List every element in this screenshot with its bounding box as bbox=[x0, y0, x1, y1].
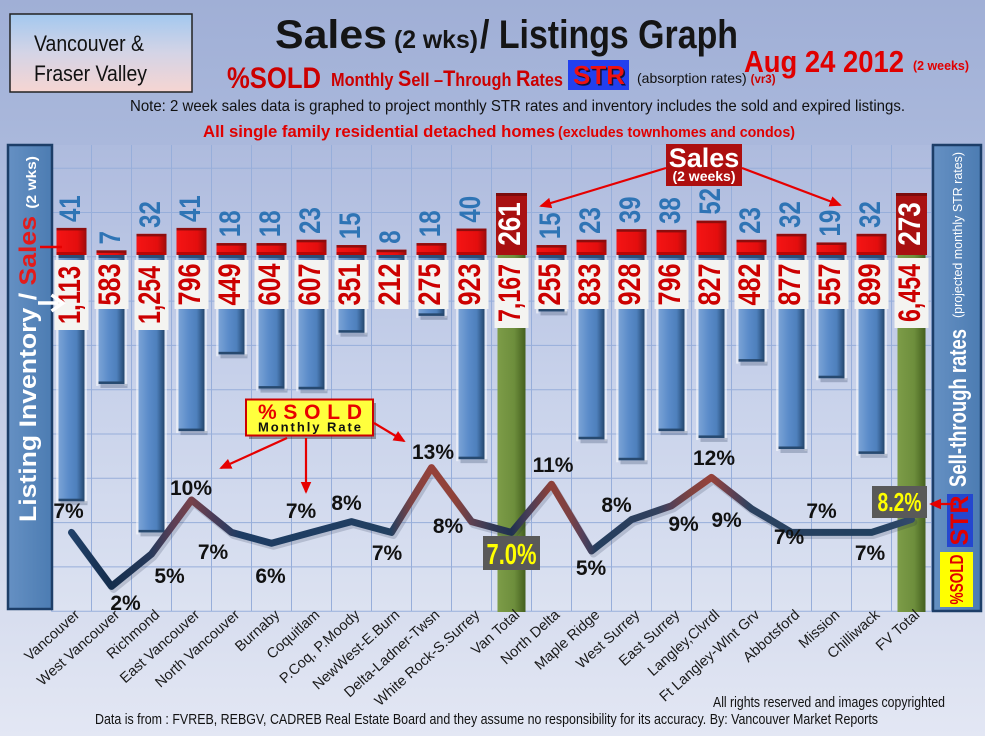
svg-text:255: 255 bbox=[533, 264, 568, 306]
svg-text:Sell-through rates: Sell-through rates bbox=[945, 329, 972, 487]
svg-text:18: 18 bbox=[252, 210, 286, 237]
svg-text:52: 52 bbox=[692, 188, 726, 215]
svg-text:9%: 9% bbox=[711, 509, 742, 532]
svg-text:557: 557 bbox=[813, 264, 848, 306]
svg-text:9%: 9% bbox=[668, 513, 699, 536]
svg-text:8.2%: 8.2% bbox=[878, 487, 922, 517]
svg-text:8: 8 bbox=[372, 230, 406, 243]
svg-text:Aug 24 2012: Aug 24 2012 bbox=[744, 44, 904, 79]
svg-text:604: 604 bbox=[253, 264, 288, 306]
svg-text:275: 275 bbox=[413, 264, 448, 306]
svg-text:1,254: 1,254 bbox=[133, 266, 168, 324]
svg-text:482: 482 bbox=[733, 264, 768, 306]
svg-text:(2 wks): (2 wks) bbox=[394, 26, 478, 54]
svg-text:(projected monthly STR rates): (projected monthly STR rates) bbox=[951, 152, 965, 318]
svg-text:Vancouver &: Vancouver & bbox=[34, 31, 144, 56]
svg-text:7,167: 7,167 bbox=[493, 264, 528, 322]
svg-text:15: 15 bbox=[332, 212, 366, 239]
svg-text:32: 32 bbox=[852, 201, 886, 228]
svg-text:449: 449 bbox=[213, 264, 248, 306]
svg-text:351: 351 bbox=[333, 264, 368, 306]
svg-text:All single family residential: All single family residential detached h… bbox=[203, 123, 555, 141]
svg-text:(2 weeks): (2 weeks) bbox=[672, 168, 735, 184]
svg-text:877: 877 bbox=[773, 264, 808, 306]
svg-text:All rights reserved and image: All rights reserved and images copyright… bbox=[713, 695, 945, 711]
svg-text:32: 32 bbox=[772, 201, 806, 228]
svg-text:38: 38 bbox=[652, 197, 686, 224]
svg-text:273: 273 bbox=[893, 202, 928, 245]
svg-text:19: 19 bbox=[812, 210, 846, 237]
svg-text:8%: 8% bbox=[601, 494, 632, 517]
svg-text:607: 607 bbox=[293, 264, 328, 306]
svg-text:212: 212 bbox=[373, 264, 408, 306]
svg-text:(2 weeks): (2 weeks) bbox=[913, 58, 969, 73]
svg-text:41: 41 bbox=[52, 195, 86, 222]
svg-text:13%: 13% bbox=[412, 441, 454, 464]
svg-text:/ Listings Graph: / Listings Graph bbox=[480, 13, 738, 57]
svg-text:899: 899 bbox=[853, 264, 888, 306]
svg-text:Listing Inventory / Sales (2: Listing Inventory / Sales (2 wks) bbox=[15, 156, 42, 522]
svg-text:6%: 6% bbox=[255, 565, 286, 588]
svg-text:7%: 7% bbox=[806, 500, 837, 523]
svg-text:928: 928 bbox=[613, 264, 648, 306]
svg-text:7%: 7% bbox=[855, 542, 886, 565]
svg-text:5%: 5% bbox=[154, 565, 185, 588]
svg-text:8%: 8% bbox=[331, 492, 362, 515]
svg-text:7: 7 bbox=[92, 231, 126, 244]
svg-text:(absorption rates) (vr3): (absorption rates) (vr3) bbox=[637, 70, 776, 86]
svg-text:Monthly Sell –Through Rates: Monthly Sell –Through Rates bbox=[331, 66, 563, 91]
svg-text:23: 23 bbox=[572, 207, 606, 234]
svg-text:(excludes townhomes and condos: (excludes townhomes and condos) bbox=[558, 125, 795, 141]
svg-text:Data is from : FVREB, REBGV, C: Data is from : FVREB, REBGV, CADREB Real… bbox=[95, 712, 878, 728]
svg-text:Note: 2 week sales data is gra: Note: 2 week sales data is graphed to pr… bbox=[130, 98, 905, 115]
svg-text:18: 18 bbox=[212, 210, 246, 237]
svg-text:261: 261 bbox=[493, 202, 528, 245]
svg-text:796: 796 bbox=[173, 264, 208, 306]
svg-text:%SOLD: %SOLD bbox=[258, 401, 362, 424]
svg-text:15: 15 bbox=[532, 212, 566, 239]
svg-text:23: 23 bbox=[292, 207, 326, 234]
svg-text:%SOLD: %SOLD bbox=[227, 62, 321, 95]
svg-text:40: 40 bbox=[452, 196, 486, 223]
svg-text:5%: 5% bbox=[576, 557, 607, 580]
svg-text:10%: 10% bbox=[170, 477, 212, 500]
svg-text:6,454: 6,454 bbox=[893, 264, 928, 322]
svg-text:7%: 7% bbox=[53, 500, 84, 523]
svg-text:827: 827 bbox=[693, 264, 728, 306]
svg-text:39: 39 bbox=[612, 197, 646, 224]
svg-text:%SOLD: %SOLD bbox=[947, 555, 967, 605]
svg-text:796: 796 bbox=[653, 264, 688, 306]
svg-text:Monthly Rate: Monthly Rate bbox=[258, 420, 361, 435]
svg-text:STR: STR bbox=[573, 60, 625, 90]
svg-text:7%: 7% bbox=[774, 526, 805, 549]
svg-text:833: 833 bbox=[573, 264, 608, 306]
svg-text:7%: 7% bbox=[286, 500, 317, 523]
svg-text:7%: 7% bbox=[372, 542, 403, 565]
svg-text:12%: 12% bbox=[693, 447, 735, 470]
svg-text:2%: 2% bbox=[110, 592, 141, 615]
svg-text:18: 18 bbox=[412, 210, 446, 237]
svg-text:Sales: Sales bbox=[275, 13, 387, 57]
svg-text:32: 32 bbox=[132, 201, 166, 228]
svg-text:Fraser Valley: Fraser Valley bbox=[34, 61, 147, 86]
svg-text:Sales: Sales bbox=[669, 143, 740, 173]
svg-text:7%: 7% bbox=[198, 541, 229, 564]
svg-text:583: 583 bbox=[93, 264, 128, 306]
svg-text:STR: STR bbox=[575, 62, 627, 92]
svg-text:923: 923 bbox=[453, 264, 488, 306]
svg-text:1,113: 1,113 bbox=[53, 266, 88, 324]
svg-text:23: 23 bbox=[732, 207, 766, 234]
svg-text:7.0%: 7.0% bbox=[487, 539, 537, 571]
svg-text:11%: 11% bbox=[533, 454, 574, 477]
svg-text:8%: 8% bbox=[433, 515, 464, 538]
svg-text:41: 41 bbox=[172, 195, 206, 222]
